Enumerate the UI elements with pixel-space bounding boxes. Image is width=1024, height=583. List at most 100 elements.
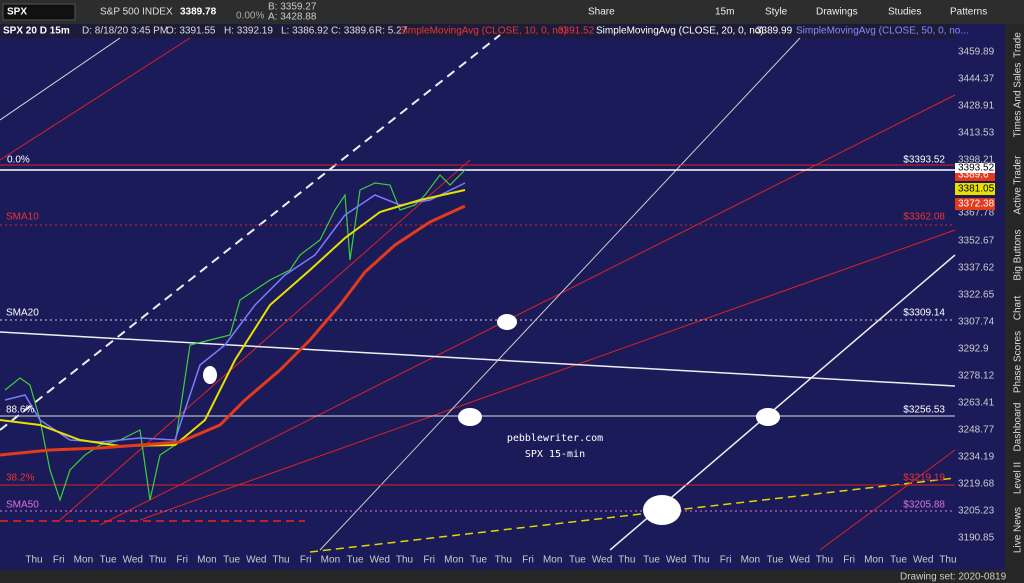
time-tick-label: Tue xyxy=(643,555,660,566)
toolbar-button[interactable]: Drawings xyxy=(816,7,858,18)
chart-label: 88.6% xyxy=(6,405,34,416)
time-tick-label: Fri xyxy=(300,555,312,566)
toolbar-button[interactable]: Share xyxy=(588,7,615,18)
status-bar xyxy=(0,570,1005,583)
legend-item: SimpleMovingAvg (CLOSE, 10, 0, no) xyxy=(399,26,567,37)
price-tick-label: 3444.37 xyxy=(958,74,995,85)
time-tick-label: Wed xyxy=(790,555,810,566)
legend-item: O: 3391.55 xyxy=(166,26,216,37)
time-tick-label: Mon xyxy=(543,555,562,566)
chart-label: $3362.08 xyxy=(903,212,945,223)
chart-label: $3219.19 xyxy=(903,473,945,484)
price-tick-label: 3367.78 xyxy=(958,208,995,219)
time-tick-label: Wed xyxy=(592,555,612,566)
side-tab[interactable]: Times And Sales xyxy=(1013,63,1024,138)
legend-item: SimpleMovingAvg (CLOSE, 20, 0, no) xyxy=(596,26,764,37)
toolbar xyxy=(0,0,1024,24)
drawings xyxy=(0,34,956,553)
time-tick-label: Mon xyxy=(321,555,340,566)
price-tick-label: 3398.21 xyxy=(958,155,995,166)
price-tick-label: 3352.67 xyxy=(958,236,995,247)
price-tick-label: 3413.53 xyxy=(958,128,995,139)
time-axis xyxy=(0,550,1005,570)
time-tick-label: Mon xyxy=(444,555,463,566)
time-tick-label: Tue xyxy=(890,555,907,566)
price-tick-label: 3234.19 xyxy=(958,452,995,463)
price-tick-label: 3190.85 xyxy=(958,533,995,544)
symbol-box[interactable] xyxy=(2,3,76,21)
ask: A: 3428.88 xyxy=(268,12,317,23)
symbol: SPX xyxy=(7,7,27,18)
side-tab[interactable]: Level II xyxy=(1013,462,1024,494)
time-tick-label: Mon xyxy=(74,555,93,566)
price-tick-label: 3292.9 xyxy=(958,344,989,355)
legend-bar xyxy=(0,24,955,38)
price-tick-label: 3322.65 xyxy=(958,290,995,301)
price-badge xyxy=(955,183,995,195)
price-tick-label: 3263.41 xyxy=(958,398,995,409)
time-tick-label: Wed xyxy=(666,555,686,566)
price-badge xyxy=(955,198,995,210)
time-tick-label: Fri xyxy=(843,555,855,566)
chart-label: SMA10 xyxy=(6,212,39,223)
legend-item: 3391.52 xyxy=(558,26,595,37)
time-tick-label: Wed xyxy=(246,555,266,566)
time-tick-label: Thu xyxy=(149,555,166,566)
price-axis xyxy=(955,24,1005,550)
legend-item: SimpleMovingAvg (CLOSE, 50, 0, no... xyxy=(796,26,969,37)
last-price: 3389.78 xyxy=(180,7,217,18)
chart-label: $3393.52 xyxy=(903,155,945,166)
price-tick-label: 3219.68 xyxy=(958,479,995,490)
side-tabs xyxy=(1005,24,1024,583)
toolbar-button[interactable]: Studies xyxy=(888,7,921,18)
time-tick-label: Thu xyxy=(939,555,956,566)
toolbar-button[interactable]: Style xyxy=(765,7,788,18)
side-tab[interactable]: Chart xyxy=(1013,296,1024,321)
chart-label: $3256.53 xyxy=(903,405,945,416)
price-tick-label: 3337.62 xyxy=(958,263,995,274)
price-badge-label: 3393.52 xyxy=(958,163,995,174)
time-tick-label: Thu xyxy=(396,555,413,566)
side-tab[interactable]: Dashboard xyxy=(1013,403,1024,452)
price-badge-label: 3381.05 xyxy=(958,184,995,195)
bid: B: 3359.27 xyxy=(268,2,317,13)
time-tick-label: Tue xyxy=(569,555,586,566)
side-tab[interactable]: Active Trader xyxy=(1013,155,1024,215)
time-tick-label: Thu xyxy=(272,555,289,566)
side-tab[interactable]: Trade xyxy=(1013,32,1024,58)
price-tick-label: 3428.91 xyxy=(958,101,995,112)
time-tick-label: Thu xyxy=(25,555,42,566)
price-tick-label: 3307.74 xyxy=(958,317,995,328)
time-tick-label: Thu xyxy=(816,555,833,566)
price-tick-label: 3459.89 xyxy=(958,47,995,58)
toolbar-button[interactable]: 15m xyxy=(715,7,734,18)
time-tick-label: Fri xyxy=(53,555,65,566)
toolbar-button[interactable]: Patterns xyxy=(950,7,987,18)
legend-item: SPX 20 D 15m xyxy=(3,26,70,37)
price-badge-label: 3389.6 xyxy=(958,170,989,181)
legend-item: H: 3392.19 xyxy=(224,26,273,37)
time-tick-label: Fri xyxy=(522,555,534,566)
legend-item: L: 3386.92 xyxy=(281,26,329,37)
chart-label: $3309.14 xyxy=(903,308,945,319)
side-tab[interactable]: Phase Scores xyxy=(1013,331,1024,393)
time-tick-label: Thu xyxy=(618,555,635,566)
time-tick-label: Fri xyxy=(423,555,435,566)
price-tick-label: 3278.12 xyxy=(958,371,995,382)
time-tick-label: Thu xyxy=(495,555,512,566)
watermark: SPX 15-min xyxy=(525,449,585,460)
side-tab[interactable]: Live News xyxy=(1013,507,1024,553)
price-tick-label: 3248.77 xyxy=(958,425,995,436)
chart-label: SMA50 xyxy=(6,500,39,511)
legend-item: 3389.99 xyxy=(756,26,793,37)
time-tick-label: Tue xyxy=(347,555,364,566)
side-tab[interactable]: Big Buttons xyxy=(1013,229,1024,280)
legend-item: D: 8/18/20 3:45 PM xyxy=(82,26,168,37)
chart-area xyxy=(0,38,955,550)
legend-item: R: 5.27 xyxy=(375,26,408,37)
time-tick-label: Tue xyxy=(100,555,117,566)
time-tick-label: Tue xyxy=(223,555,240,566)
time-tick-label: Mon xyxy=(741,555,760,566)
price-tick-label: 3205.23 xyxy=(958,506,995,517)
